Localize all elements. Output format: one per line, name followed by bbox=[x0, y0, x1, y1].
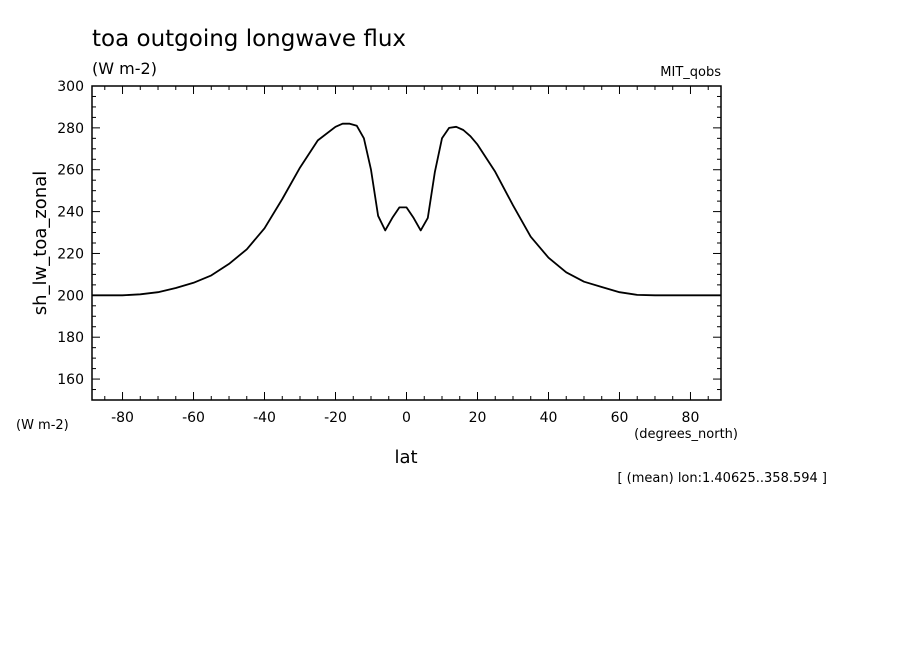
chart-subtitle-units: (W m-2) bbox=[92, 59, 157, 78]
x-tick-label: 20 bbox=[469, 410, 487, 426]
x-tick-labels: -80 -60 -40 -20 0 20 40 60 80 bbox=[111, 410, 699, 426]
y-tick-label: 300 bbox=[57, 79, 84, 95]
y-tick-label: 260 bbox=[57, 163, 84, 179]
series-line bbox=[92, 122, 721, 297]
y-tick-label: 180 bbox=[57, 330, 84, 346]
x-axis-units: (degrees_north) bbox=[634, 427, 738, 442]
source-label: MIT_qobs bbox=[660, 65, 721, 80]
plot-frame bbox=[91, 85, 722, 401]
chart-title: toa outgoing longwave flux bbox=[92, 26, 406, 52]
y-tick-labels: 160 180 200 220 240 260 280 300 bbox=[57, 79, 84, 388]
y-tick-label: 240 bbox=[57, 205, 84, 221]
y-axis-label: sh_lw_toa_zonal bbox=[30, 171, 51, 316]
x-tick-label: -80 bbox=[111, 410, 134, 426]
x-tick-label: -40 bbox=[253, 410, 276, 426]
y-tick-label: 280 bbox=[57, 121, 84, 137]
x-tick-label: -60 bbox=[182, 410, 205, 426]
footnote: [ (mean) lon:1.40625..358.594 ] bbox=[617, 471, 827, 486]
y-tick-label: 200 bbox=[57, 288, 84, 304]
x-axis-label: lat bbox=[394, 447, 417, 468]
y-axis-units: (W m-2) bbox=[16, 418, 69, 433]
x-tick-label: 80 bbox=[682, 410, 700, 426]
y-tick-label: 220 bbox=[57, 246, 84, 262]
x-tick-label: -20 bbox=[324, 410, 347, 426]
y-tick-label: 160 bbox=[57, 372, 84, 388]
x-tick-label: 60 bbox=[611, 410, 629, 426]
x-tick-label: 40 bbox=[540, 410, 558, 426]
axis-ticks bbox=[92, 85, 721, 401]
x-tick-label: 0 bbox=[402, 410, 411, 426]
